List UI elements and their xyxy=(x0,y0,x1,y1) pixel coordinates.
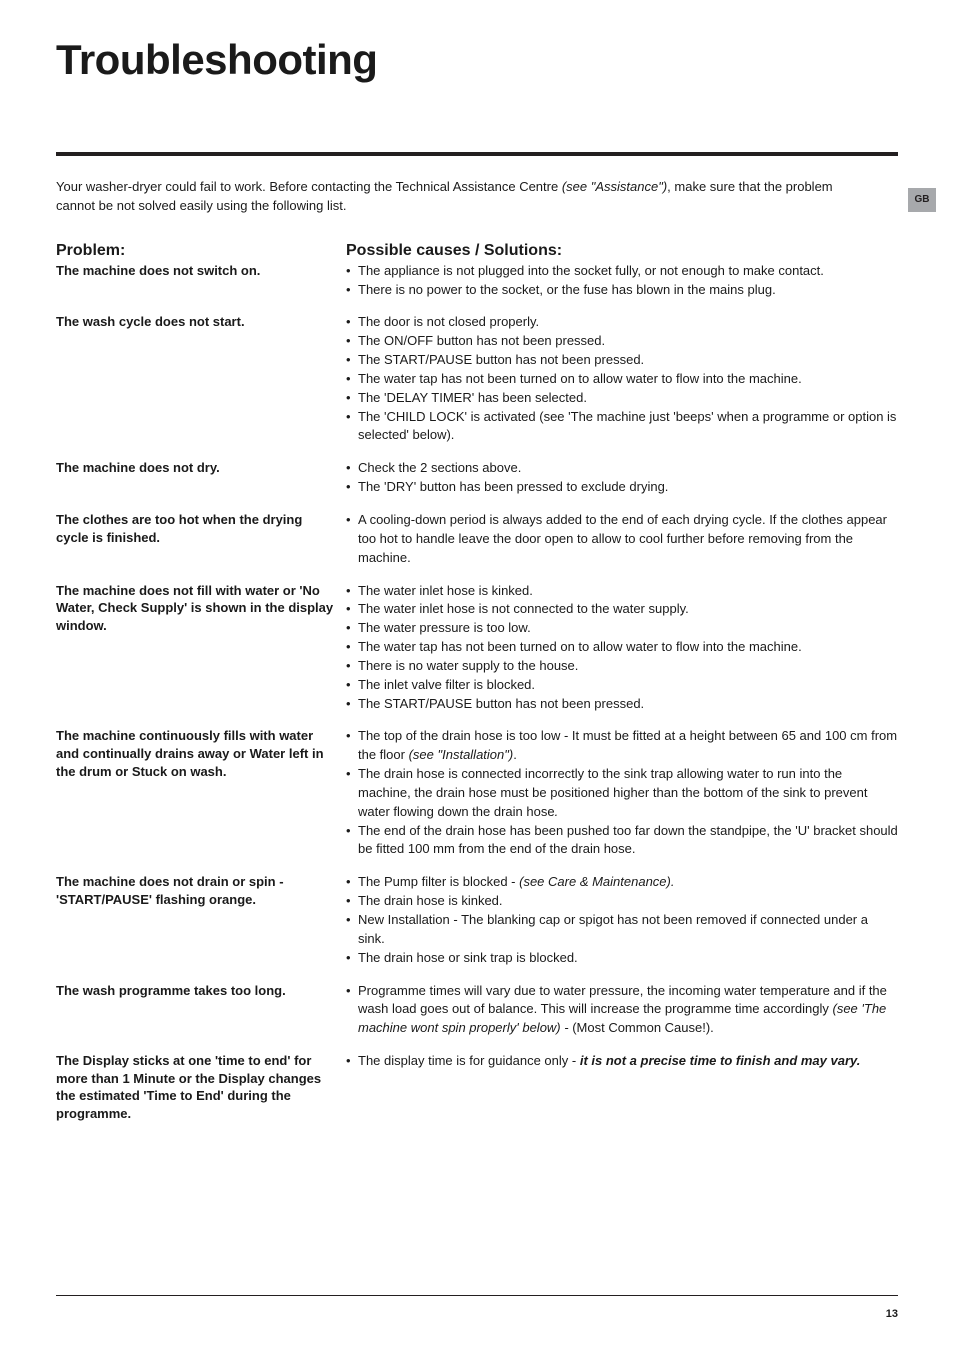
solution-item: New Installation - The blanking cap or s… xyxy=(346,911,898,949)
table-row: The machine continuously fills with wate… xyxy=(56,727,898,859)
horizontal-rule xyxy=(56,152,898,156)
solution-text: The water inlet hose is kinked. xyxy=(358,583,533,598)
solution-text: The inlet valve filter is blocked. xyxy=(358,677,535,692)
intro-italic: (see "Assistance") xyxy=(562,179,667,194)
solution-text-pre: Programme times will vary due to water p… xyxy=(358,983,887,1017)
solution-item: The water tap has not been turned on to … xyxy=(346,638,898,657)
solution-item: The appliance is not plugged into the so… xyxy=(346,262,898,281)
solution-item: The inlet valve filter is blocked. xyxy=(346,676,898,695)
intro-pre: Your washer-dryer could fail to work. Be… xyxy=(56,179,562,194)
solution-text: The water inlet hose is not connected to… xyxy=(358,601,689,616)
solution-item: The START/PAUSE button has not been pres… xyxy=(346,351,898,370)
problem-text: The Display sticks at one 'time to end' … xyxy=(56,1052,338,1122)
solution-item: There is no water supply to the house. xyxy=(346,657,898,676)
problem-text: The machine does not switch on. xyxy=(56,262,338,280)
problem-text: The machine does not dry. xyxy=(56,459,338,477)
problem-text: The wash programme takes too long. xyxy=(56,982,338,1000)
solution-text: The end of the drain hose has been pushe… xyxy=(358,823,898,857)
solutions-list: The door is not closed properly. The ON/O… xyxy=(346,313,898,445)
problem-text: The machine does not drain or spin - 'ST… xyxy=(56,873,338,908)
solution-text-italic: (see Care & Maintenance). xyxy=(519,874,674,889)
solutions-list: The top of the drain hose is too low - I… xyxy=(346,727,898,859)
solution-item: There is no power to the socket, or the … xyxy=(346,281,898,300)
solution-item: Programme times will vary due to water p… xyxy=(346,982,898,1039)
solution-item: The water tap has not been turned on to … xyxy=(346,370,898,389)
solution-text: The 'DELAY TIMER' has been selected. xyxy=(358,390,587,405)
solution-text: There is no power to the socket, or the … xyxy=(358,282,776,297)
solution-text-italic: (see "Installation") xyxy=(409,747,514,762)
solution-text: The appliance is not plugged into the so… xyxy=(358,263,824,278)
solution-item: The top of the drain hose is too low - I… xyxy=(346,727,898,765)
table-row: The machine does not dry. Check the 2 sec… xyxy=(56,459,898,497)
solution-item: The drain hose or sink trap is blocked. xyxy=(346,949,898,968)
solution-item: The door is not closed properly. xyxy=(346,313,898,332)
solution-text-pre: The display time is for guidance only - xyxy=(358,1053,580,1068)
table-row: The wash programme takes too long. Progra… xyxy=(56,982,898,1039)
table-row: The clothes are too hot when the drying … xyxy=(56,511,898,568)
solution-text: The drain hose is kinked. xyxy=(358,893,503,908)
solution-item: The end of the drain hose has been pushe… xyxy=(346,822,898,860)
solution-text: There is no water supply to the house. xyxy=(358,658,578,673)
solution-text: The water pressure is too low. xyxy=(358,620,531,635)
table-row: The machine does not switch on. The appli… xyxy=(56,262,898,300)
solutions-list: The Pump filter is blocked - (see Care &… xyxy=(346,873,898,967)
solution-text: A cooling-down period is always added to… xyxy=(358,512,887,565)
solution-item: The water inlet hose is kinked. xyxy=(346,582,898,601)
solution-item: The 'DELAY TIMER' has been selected. xyxy=(346,389,898,408)
solution-item: A cooling-down period is always added to… xyxy=(346,511,898,568)
table-row: The wash cycle does not start. The door i… xyxy=(56,313,898,445)
solution-text: Check the 2 sections above. xyxy=(358,460,521,475)
table-row: The Display sticks at one 'time to end' … xyxy=(56,1052,898,1122)
problem-header: Problem: xyxy=(56,242,338,260)
solution-text: The water tap has not been turned on to … xyxy=(358,371,802,386)
solutions-list: The display time is for guidance only - … xyxy=(346,1052,898,1071)
language-tab: GB xyxy=(908,188,936,212)
solution-text: The 'DRY' button has been pressed to exc… xyxy=(358,479,668,494)
solution-text: The START/PAUSE button has not been pres… xyxy=(358,352,644,367)
footer-rule xyxy=(56,1295,898,1296)
solution-text: The ON/OFF button has not been pressed. xyxy=(358,333,605,348)
solutions-list: Check the 2 sections above. The 'DRY' but… xyxy=(346,459,898,497)
solution-text: New Installation - The blanking cap or s… xyxy=(358,912,868,946)
solutions-list: A cooling-down period is always added to… xyxy=(346,511,898,568)
problem-text: The wash cycle does not start. xyxy=(56,313,338,331)
header-row: Problem: Possible causes / Solutions: xyxy=(56,242,898,262)
problem-text: The machine continuously fills with wate… xyxy=(56,727,338,780)
solutions-list: Programme times will vary due to water p… xyxy=(346,982,898,1039)
page-title: Troubleshooting xyxy=(56,36,898,84)
problem-text: The clothes are too hot when the drying … xyxy=(56,511,338,546)
solution-text-pre: The Pump filter is blocked - xyxy=(358,874,519,889)
solution-item: The ON/OFF button has not been pressed. xyxy=(346,332,898,351)
solution-text: The door is not closed properly. xyxy=(358,314,539,329)
solution-text: The START/PAUSE button has not been pres… xyxy=(358,696,644,711)
solution-item: The drain hose is kinked. xyxy=(346,892,898,911)
solution-text: The drain hose or sink trap is blocked. xyxy=(358,950,578,965)
solution-text-italic: . xyxy=(555,804,559,819)
solutions-list: The water inlet hose is kinked. The water… xyxy=(346,582,898,714)
solution-item: The 'DRY' button has been pressed to exc… xyxy=(346,478,898,497)
table-row: The machine does not fill with water or … xyxy=(56,582,898,714)
page-number: 13 xyxy=(886,1308,898,1320)
solution-item: The water inlet hose is not connected to… xyxy=(346,600,898,619)
solutions-header: Possible causes / Solutions: xyxy=(346,242,898,260)
solution-item: The display time is for guidance only - … xyxy=(346,1052,898,1071)
table-row: The machine does not drain or spin - 'ST… xyxy=(56,873,898,967)
solution-text-pre: The drain hose is connected incorrectly … xyxy=(358,766,867,819)
solution-item: The water pressure is too low. xyxy=(346,619,898,638)
solution-item: The drain hose is connected incorrectly … xyxy=(346,765,898,822)
troubleshooting-list: The machine does not switch on. The appli… xyxy=(56,262,898,1123)
solution-text: The 'CHILD LOCK' is activated (see 'The … xyxy=(358,409,896,443)
problem-text: The machine does not fill with water or … xyxy=(56,582,338,635)
solution-item: The Pump filter is blocked - (see Care &… xyxy=(346,873,898,892)
solution-item: The 'CHILD LOCK' is activated (see 'The … xyxy=(346,408,898,446)
solutions-list: The appliance is not plugged into the so… xyxy=(346,262,898,300)
solution-text: The water tap has not been turned on to … xyxy=(358,639,802,654)
solution-text-post: . xyxy=(513,747,517,762)
solution-text-post: (Most Common Cause!). xyxy=(572,1020,714,1035)
solution-text-bold-italic: it is not a precise time to finish and m… xyxy=(580,1053,861,1068)
solution-item: Check the 2 sections above. xyxy=(346,459,898,478)
intro-text: Your washer-dryer could fail to work. Be… xyxy=(56,178,846,216)
solution-item: The START/PAUSE button has not been pres… xyxy=(346,695,898,714)
